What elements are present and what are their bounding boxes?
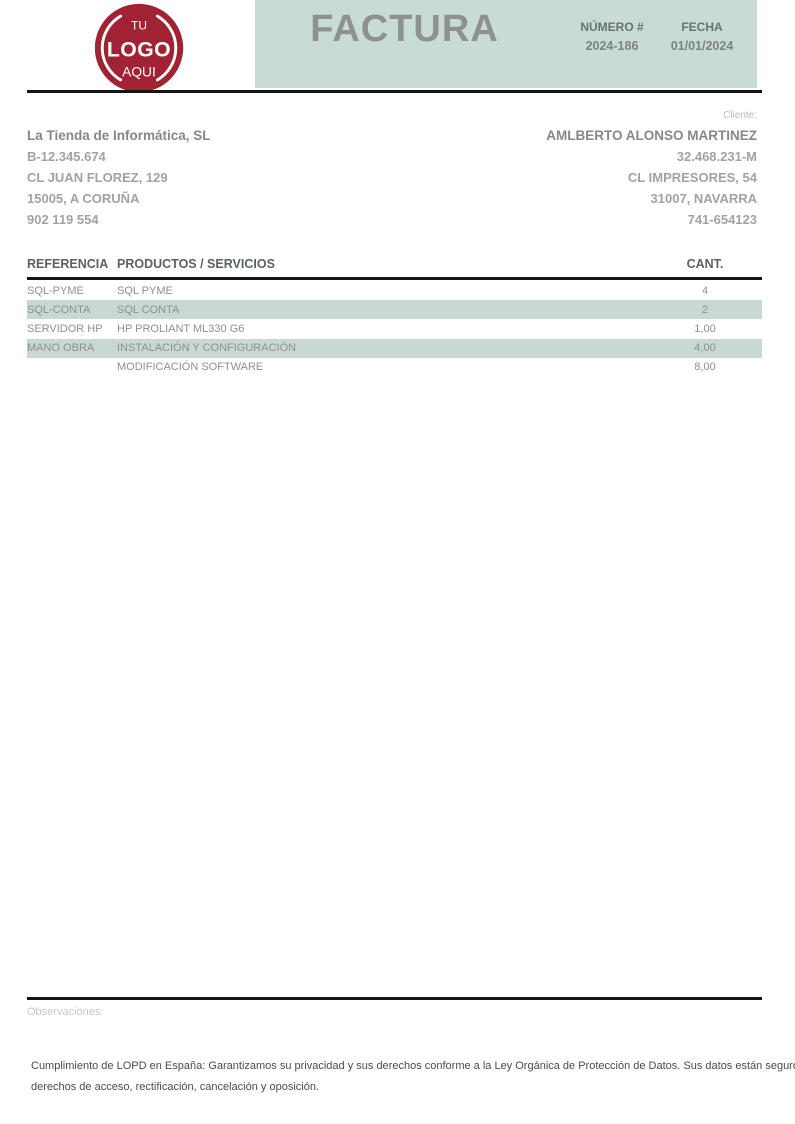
invoice-title: FACTURA <box>310 8 499 50</box>
table-body: SQL-PYME SQL PYME 4 SQL-CONTA SQL CONTA … <box>27 281 762 377</box>
row-reference: MANO OBRA <box>27 342 95 355</box>
logo-circle <box>94 3 184 93</box>
row-description: HP PROLIANT ML330 G6 <box>117 322 245 335</box>
company-logo-icon: TU LOGO AQUI <box>94 3 184 93</box>
observations-label: Observaciones: <box>27 1006 104 1018</box>
row-quantity: 1,00 <box>694 322 716 335</box>
table-row: SQL-CONTA SQL CONTA 2 <box>27 300 762 320</box>
row-reference: SQL-CONTA <box>27 303 91 316</box>
client-name: AMLBERTO ALONSO MARTINEZ <box>546 128 757 143</box>
observations-rule <box>27 997 762 1000</box>
header-divider-rule <box>27 90 762 93</box>
legal-footer-line-2: derechos de acceso, rectificación, cance… <box>31 1081 319 1093</box>
invoice-date-value: 01/01/2024 <box>670 39 734 53</box>
logo-word-2: LOGO <box>107 38 171 61</box>
row-description: SQL CONTA <box>117 303 180 316</box>
header-band: FACTURA NÚMERO # 2024-186 FECHA 01/01/20… <box>255 0 757 88</box>
seller-tax-id: B-12.345.674 <box>27 149 106 164</box>
invoice-number-value: 2024-186 <box>585 39 639 53</box>
column-header-productos-servicios: PRODUCTOS / SERVICIOS <box>117 257 275 271</box>
invoice-number-label: NÚMERO # <box>580 20 644 34</box>
logo-word-3: AQUI <box>122 65 156 80</box>
table-row: SQL-PYME SQL PYME 4 <box>27 281 762 300</box>
seller-city: 15005, A CORUÑA <box>27 191 140 206</box>
row-quantity: 8,00 <box>694 361 716 374</box>
logo-word-1: TU <box>131 19 147 33</box>
row-quantity: 4,00 <box>694 342 716 355</box>
invoice-date-block: FECHA 01/01/2024 <box>647 20 757 53</box>
row-description: INSTALACIÓN Y CONFIGURACIÓN <box>117 342 297 355</box>
row-reference: SQL-PYME <box>27 284 84 297</box>
invoice-date-label: FECHA <box>681 20 723 34</box>
legal-footer: Cumplimiento de LOPD en España: Garantiz… <box>31 1056 795 1098</box>
row-reference: SERVIDOR HP <box>27 322 103 335</box>
row-description: SQL PYME <box>117 284 173 297</box>
invoice-number-block: NÚMERO # 2024-186 <box>557 20 667 53</box>
table-row: MANO OBRA INSTALACIÓN Y CONFIGURACIÓN 4,… <box>27 338 762 358</box>
table-row: SERVIDOR HP HP PROLIANT ML330 G6 1,00 <box>27 319 762 338</box>
row-quantity: 2 <box>701 303 709 316</box>
column-header-cantidad: CANT. <box>686 257 724 271</box>
client-label: Cliente: <box>723 110 757 121</box>
table-header-rule <box>27 277 762 280</box>
seller-name: La Tienda de Informática, SL <box>27 128 211 143</box>
row-description: MODIFICACIÓN SOFTWARE <box>117 361 264 374</box>
legal-footer-line-1: Cumplimiento de LOPD en España: Garantiz… <box>31 1060 795 1072</box>
table-row: MODIFICACIÓN SOFTWARE 8,00 <box>27 358 762 377</box>
table-header: REFERENCIA PRODUCTOS / SERVICIOS CANT. <box>27 257 762 273</box>
client-tax-id: 32.468.231-M <box>676 149 757 164</box>
column-header-referencia: REFERENCIA <box>27 257 109 271</box>
seller-phone: 902 119 554 <box>27 212 99 227</box>
row-quantity: 4 <box>701 284 709 297</box>
client-address: CL IMPRESORES, 54 <box>627 170 757 185</box>
client-city: 31007, NAVARRA <box>650 191 757 206</box>
seller-block: La Tienda de Informática, SL B-12.345.67… <box>27 128 211 233</box>
client-phone: 741-654123 <box>687 212 757 227</box>
seller-address: CL JUAN FLOREZ, 129 <box>27 170 168 185</box>
client-block: Cliente: AMLBERTO ALONSO MARTINEZ 32.468… <box>546 110 757 233</box>
